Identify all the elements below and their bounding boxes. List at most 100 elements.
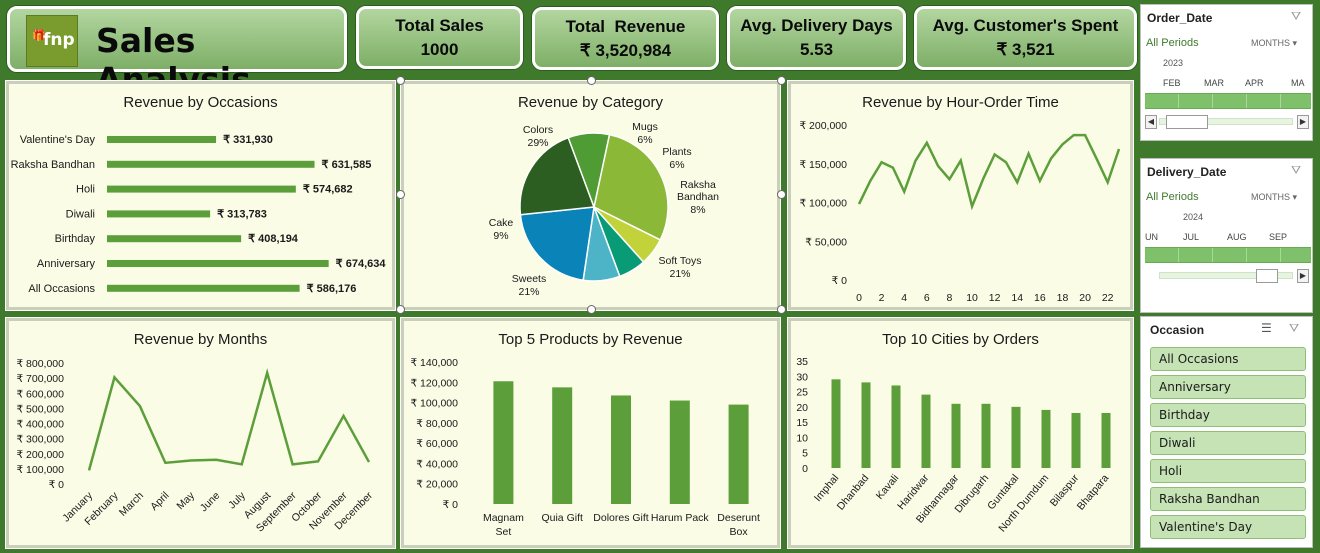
months-chart: ₹ 0 ₹ 100,000 ₹ 200,000 ₹ 300,000 ₹ 400,000 ₹… bbox=[16, 358, 375, 534]
slice-name-label: Raksha bbox=[680, 179, 716, 191]
y-tick-label: ₹ 60,000 bbox=[416, 438, 458, 450]
month-label: SEP bbox=[1269, 232, 1288, 242]
kpi-total-revenue: Total Revenue ₹ 3,520,984 bbox=[532, 7, 719, 70]
x-tick-label: April bbox=[148, 490, 171, 513]
y-tick-label: ₹ 100,000 bbox=[410, 398, 458, 410]
y-tick-label: ₹ 0 bbox=[49, 479, 65, 491]
chart-title: Revenue by Occasions bbox=[123, 94, 278, 111]
occasion-item[interactable]: Raksha Bandhan bbox=[1150, 487, 1306, 511]
period-label: All Periods bbox=[1146, 37, 1199, 49]
x-tick-label: Magnam bbox=[483, 512, 524, 524]
timeline-bar[interactable] bbox=[1145, 247, 1311, 263]
x-tick-label: Imphal bbox=[812, 472, 841, 504]
order-date-timeline[interactable]: Order_Date ⛛ All Periods MONTHS ▾ 2023 F… bbox=[1140, 4, 1313, 141]
y-tick-label: 30 bbox=[796, 371, 808, 383]
products-panel[interactable]: Top 5 Products by Revenue ₹ 0 ₹ 20,000 ₹ 4… bbox=[400, 317, 781, 549]
time-level-dropdown[interactable]: MONTHS ▾ bbox=[1251, 38, 1298, 48]
bar bbox=[1101, 412, 1111, 468]
x-tick-label: Dhanbad bbox=[835, 472, 872, 512]
x-tick-label: Set bbox=[496, 526, 512, 538]
kpi-value: 5.53 bbox=[799, 40, 834, 59]
months-panel[interactable]: Revenue by Months ₹ 0 ₹ 100,000 ₹ 200,000 ₹… bbox=[5, 317, 396, 549]
x-tick-label: Quia Gift bbox=[541, 512, 583, 524]
scroll-right-button[interactable]: ▶ bbox=[1297, 115, 1309, 129]
occasion-item[interactable]: Birthday bbox=[1150, 403, 1306, 427]
category-panel[interactable]: Revenue by Category Colors 29% Mugs 6% Plant… bbox=[400, 80, 781, 311]
bar bbox=[1011, 406, 1021, 468]
slice-percent-label: 29% bbox=[527, 137, 548, 149]
slice-percent-label: 6% bbox=[637, 134, 652, 146]
resize-handle[interactable] bbox=[777, 305, 786, 314]
clear-filter-icon[interactable]: ⛛ bbox=[1291, 9, 1302, 23]
time-level-dropdown[interactable]: MONTHS ▾ bbox=[1251, 192, 1298, 202]
timeline-scrollbar[interactable] bbox=[1159, 118, 1293, 125]
resize-handle[interactable] bbox=[777, 76, 786, 85]
resize-handle[interactable] bbox=[396, 190, 405, 199]
occasions-panel[interactable]: Revenue by Occasions Valentine's Day ₹ 33… bbox=[5, 80, 396, 311]
x-tick-label: March bbox=[117, 490, 146, 519]
slice-name-label: Cake bbox=[489, 217, 514, 229]
bar bbox=[921, 394, 931, 468]
delivery-date-timeline[interactable]: Delivery_Date ⛛ All Periods MONTHS ▾ 202… bbox=[1140, 158, 1313, 313]
slice-name-label: Soft Toys bbox=[659, 255, 702, 267]
timeline-bar[interactable] bbox=[1145, 93, 1311, 109]
slice-percent-label: 6% bbox=[669, 159, 684, 171]
slicer-title: Occasion bbox=[1150, 323, 1205, 337]
bar bbox=[951, 403, 961, 468]
pie-slice bbox=[519, 206, 595, 282]
occasion-item[interactable]: Valentine's Day bbox=[1150, 515, 1306, 539]
timeline-scrollbar[interactable] bbox=[1159, 272, 1293, 279]
multi-select-icon[interactable]: ☰ bbox=[1261, 321, 1272, 335]
resize-handle[interactable] bbox=[777, 190, 786, 199]
y-tick-label: ₹ 200,000 bbox=[799, 120, 847, 132]
y-tick-label: 0 bbox=[802, 463, 808, 475]
resize-handle[interactable] bbox=[587, 76, 596, 85]
bar bbox=[669, 400, 690, 504]
hour-panel[interactable]: Revenue by Hour-Order Time ₹ 0 ₹ 50,000 ₹ … bbox=[787, 80, 1134, 311]
pie-slice bbox=[519, 136, 596, 216]
category-chart: Colors29%Mugs6%Plants6%RakshaBandhan8%So… bbox=[489, 121, 719, 298]
resize-handle[interactable] bbox=[396, 76, 405, 85]
x-tick-label: June bbox=[198, 490, 223, 515]
period-label: All Periods bbox=[1146, 191, 1199, 203]
y-tick-label: ₹ 600,000 bbox=[16, 388, 64, 400]
scroll-thumb[interactable] bbox=[1166, 115, 1208, 129]
y-tick-label: ₹ 700,000 bbox=[16, 373, 64, 385]
clear-filter-icon[interactable]: ⛛ bbox=[1291, 163, 1302, 177]
slice-name-label: Bandhan bbox=[677, 191, 719, 203]
occasion-item[interactable]: Anniversary bbox=[1150, 375, 1306, 399]
y-tick-label: 20 bbox=[796, 402, 808, 414]
occasion-item[interactable]: Diwali bbox=[1150, 431, 1306, 455]
chart-title: Top 10 Cities by Orders bbox=[882, 331, 1039, 348]
occasion-slicer[interactable]: Occasion ☰ ⛛ All Occasions Anniversary B… bbox=[1140, 316, 1313, 548]
month-label: JUL bbox=[1183, 232, 1200, 242]
bar bbox=[107, 260, 329, 267]
resize-handle[interactable] bbox=[587, 305, 596, 314]
gift-icon: 🎁 bbox=[32, 29, 46, 42]
x-tick-label: July bbox=[226, 489, 248, 511]
slice-name-label: Sweets bbox=[512, 273, 546, 285]
logo-text: fnp bbox=[43, 30, 75, 50]
data-label: ₹ 674,634 bbox=[336, 258, 387, 270]
category-label: Birthday bbox=[55, 233, 96, 245]
clear-filter-icon[interactable]: ⛛ bbox=[1289, 321, 1300, 335]
scroll-right-button[interactable]: ▶ bbox=[1297, 269, 1309, 283]
x-tick-label: 22 bbox=[1102, 292, 1114, 304]
occasion-item[interactable]: Holi bbox=[1150, 459, 1306, 483]
slice-name-label: Plants bbox=[662, 146, 691, 158]
y-tick-label: ₹ 120,000 bbox=[410, 377, 458, 389]
scroll-left-button[interactable]: ◀ bbox=[1145, 115, 1157, 129]
occasion-item[interactable]: All Occasions bbox=[1150, 347, 1306, 371]
x-tick-label: 0 bbox=[856, 292, 862, 304]
resize-handle[interactable] bbox=[396, 305, 405, 314]
slicer-title: Delivery_Date bbox=[1147, 165, 1227, 179]
bar bbox=[493, 381, 514, 504]
series-line bbox=[857, 133, 1121, 211]
category-label: Valentine's Day bbox=[20, 134, 96, 146]
kpi-value: 1000 bbox=[420, 40, 459, 59]
bar bbox=[107, 185, 296, 193]
data-label: ₹ 408,194 bbox=[248, 233, 299, 245]
cities-panel[interactable]: Top 10 Cities by Orders 0 5 10 15 20 25 30 35 Im… bbox=[787, 317, 1134, 549]
scroll-thumb[interactable] bbox=[1256, 269, 1278, 283]
bar bbox=[611, 395, 631, 504]
